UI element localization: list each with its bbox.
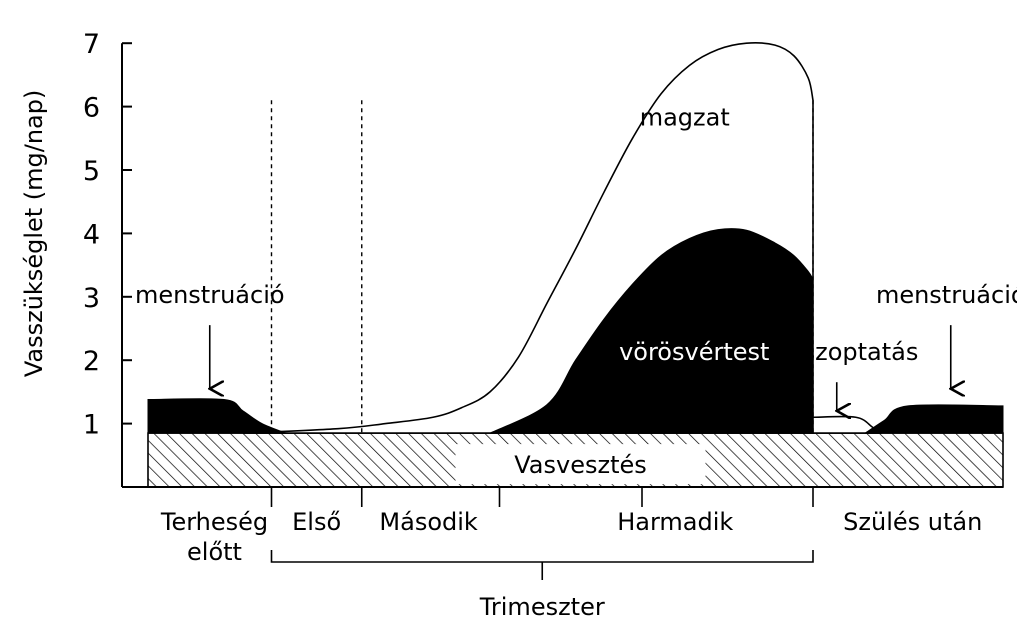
period-label: Harmadik bbox=[617, 508, 733, 536]
annotation-label: szoptatás bbox=[803, 338, 919, 366]
y-tick-label: 7 bbox=[83, 29, 100, 60]
y-tick-label: 6 bbox=[83, 93, 100, 124]
series-menstruacio-after bbox=[863, 404, 1004, 434]
period-label: Első bbox=[292, 508, 341, 536]
period-label: Második bbox=[379, 508, 478, 536]
series-vorosvertest bbox=[489, 228, 814, 434]
y-tick-label: 1 bbox=[83, 410, 100, 441]
y-tick-label: 2 bbox=[83, 346, 100, 377]
period-label: előtt bbox=[187, 538, 242, 566]
y-tick-label: 5 bbox=[83, 156, 100, 187]
x-axis-label: Trimeszter bbox=[479, 593, 605, 621]
annotation-label: menstruáció bbox=[876, 281, 1017, 309]
y-tick-label: 4 bbox=[83, 219, 100, 250]
y-axis-label: Vasszükséglet (mg/nap) bbox=[20, 90, 48, 378]
trimester-bracket bbox=[270, 550, 814, 563]
period-label: Szülés után bbox=[843, 508, 982, 536]
annotation-label: vörösvértest bbox=[619, 338, 769, 366]
period-label: Terheség bbox=[160, 508, 268, 536]
annotation-label: magzat bbox=[640, 104, 730, 132]
iron-loss-label-box bbox=[455, 444, 706, 485]
y-tick-label: 3 bbox=[83, 283, 100, 314]
series-menstruacio-before bbox=[147, 398, 286, 434]
iron-loss-label: Vasvesztés bbox=[514, 451, 647, 479]
annotation-label: menstruáció bbox=[135, 281, 285, 309]
